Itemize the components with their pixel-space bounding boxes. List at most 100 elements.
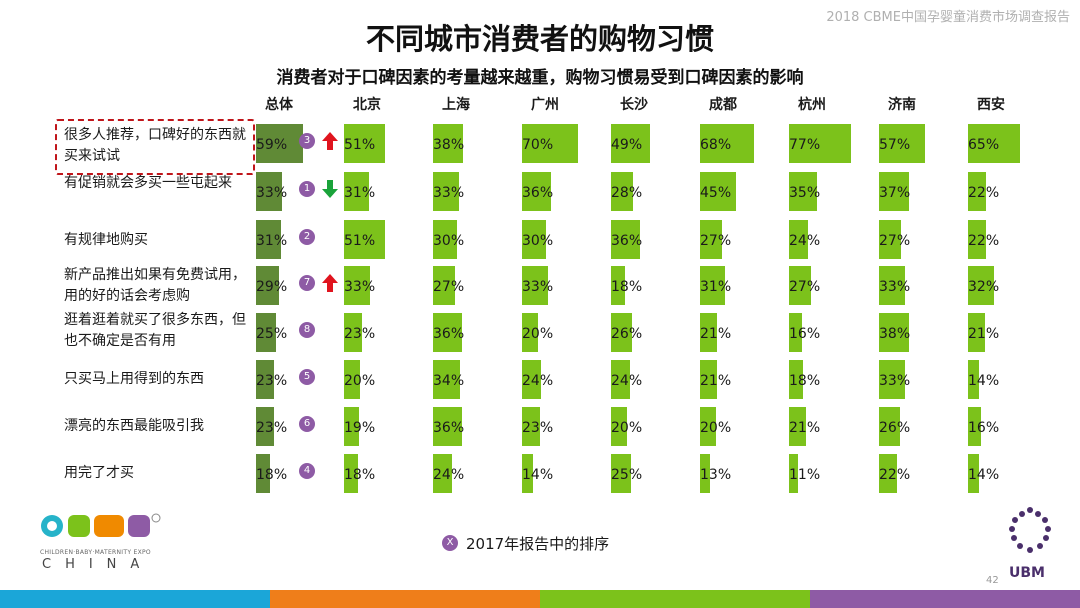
rank-badge-2017: 3 <box>299 133 315 149</box>
data-label-5-5: 21% <box>700 373 732 389</box>
page-number: 42 <box>986 575 999 586</box>
data-label-4-5: 21% <box>700 326 732 342</box>
row-label: 只买马上用得到的东西 <box>64 371 204 387</box>
bar-3-6 <box>789 266 811 305</box>
bar-1-5 <box>700 172 736 211</box>
report-header-note: 2018 CBME中国孕婴童消费市场调查报告 <box>826 10 1070 25</box>
bar-3-2 <box>433 266 455 305</box>
data-label-1-1: 31% <box>344 185 376 201</box>
data-label-1-0: 33% <box>256 185 288 201</box>
data-label-2-4: 36% <box>611 233 643 249</box>
column-header-7: 济南 <box>888 97 916 113</box>
data-label-6-0: 23% <box>256 420 288 436</box>
data-label-6-2: 36% <box>433 420 465 436</box>
bar-0-6 <box>789 124 851 163</box>
bar-3-7 <box>879 266 905 305</box>
bar-0-0 <box>256 124 303 163</box>
data-label-2-8: 22% <box>968 233 1000 249</box>
bar-5-5 <box>700 360 717 399</box>
cbme-logo <box>41 513 161 537</box>
data-label-6-8: 16% <box>968 420 1000 436</box>
data-label-3-8: 32% <box>968 279 1000 295</box>
column-header-6: 杭州 <box>798 97 826 113</box>
row-label: 有促销就会多买一些屯起来 <box>64 175 232 191</box>
data-label-4-1: 23% <box>344 326 376 342</box>
bar-3-0 <box>256 266 279 305</box>
data-label-0-2: 38% <box>433 137 465 153</box>
data-label-3-3: 33% <box>522 279 554 295</box>
bar-7-5 <box>700 454 710 493</box>
bar-6-6 <box>789 407 806 446</box>
bar-1-0 <box>256 172 282 211</box>
footer-stripe-orange <box>270 590 540 608</box>
row-label: 新产品推出如果有免费试用，用的好的话会考虑购 <box>64 267 246 304</box>
bar-4-8 <box>968 313 985 352</box>
rank-badge-2017: 5 <box>299 369 315 385</box>
data-label-7-0: 18% <box>256 467 288 483</box>
bar-6-2 <box>433 407 462 446</box>
data-label-6-4: 20% <box>611 420 643 436</box>
data-label-7-7: 22% <box>879 467 911 483</box>
logo-china: CHINA <box>42 557 154 572</box>
bar-0-4 <box>611 124 650 163</box>
data-label-6-7: 26% <box>879 420 911 436</box>
bar-4-4 <box>611 313 632 352</box>
data-label-2-5: 27% <box>700 233 732 249</box>
data-label-3-7: 33% <box>879 279 911 295</box>
bar-7-6 <box>789 454 798 493</box>
rank-badge-2017: 1 <box>299 181 315 197</box>
bar-1-1 <box>344 172 369 211</box>
bar-4-3 <box>522 313 538 352</box>
data-label-3-4: 18% <box>611 279 643 295</box>
bar-6-4 <box>611 407 627 446</box>
bar-5-2 <box>433 360 460 399</box>
trend-up-arrow-icon <box>322 274 338 292</box>
data-label-1-6: 35% <box>789 185 821 201</box>
footer-stripe-green <box>540 590 810 608</box>
bar-1-7 <box>879 172 909 211</box>
data-label-7-8: 14% <box>968 467 1000 483</box>
rank-legend-icon: X <box>442 535 458 551</box>
data-label-0-5: 68% <box>700 137 732 153</box>
data-label-1-8: 22% <box>968 185 1000 201</box>
bar-4-6 <box>789 313 802 352</box>
bar-3-8 <box>968 266 994 305</box>
bar-2-4 <box>611 220 640 259</box>
data-label-7-2: 24% <box>433 467 465 483</box>
data-label-4-8: 21% <box>968 326 1000 342</box>
column-header-4: 长沙 <box>620 97 648 113</box>
data-label-3-5: 31% <box>700 279 732 295</box>
data-label-5-7: 33% <box>879 373 911 389</box>
data-label-7-5: 13% <box>700 467 732 483</box>
data-label-0-4: 49% <box>611 137 643 153</box>
bar-6-5 <box>700 407 716 446</box>
bar-1-2 <box>433 172 459 211</box>
data-label-3-6: 27% <box>789 279 821 295</box>
bar-2-7 <box>879 220 901 259</box>
data-label-4-7: 38% <box>879 326 911 342</box>
row-label: 漂亮的东西最能吸引我 <box>64 418 204 434</box>
row-label: 有规律地购买 <box>64 232 148 248</box>
bar-5-7 <box>879 360 905 399</box>
bar-0-2 <box>433 124 463 163</box>
ubm-logo-text: UBM <box>1009 565 1045 581</box>
column-header-0: 总体 <box>265 97 293 113</box>
bar-2-2 <box>433 220 457 259</box>
data-label-4-6: 16% <box>789 326 821 342</box>
data-label-6-6: 21% <box>789 420 821 436</box>
page-title: 不同城市消费者的购物习惯 <box>365 22 714 56</box>
data-label-5-8: 14% <box>968 373 1000 389</box>
bar-7-3 <box>522 454 533 493</box>
trend-down-arrow-icon <box>322 180 338 198</box>
data-label-7-1: 18% <box>344 467 376 483</box>
data-label-4-3: 20% <box>522 326 554 342</box>
highlight-box <box>55 119 255 175</box>
bar-1-4 <box>611 172 633 211</box>
column-header-8: 西安 <box>977 97 1005 113</box>
data-label-0-6: 77% <box>789 137 821 153</box>
bar-0-8 <box>968 124 1020 163</box>
bar-0-1 <box>344 124 385 163</box>
bar-0-7 <box>879 124 925 163</box>
data-label-4-0: 25% <box>256 326 288 342</box>
data-label-0-3: 70% <box>522 137 554 153</box>
